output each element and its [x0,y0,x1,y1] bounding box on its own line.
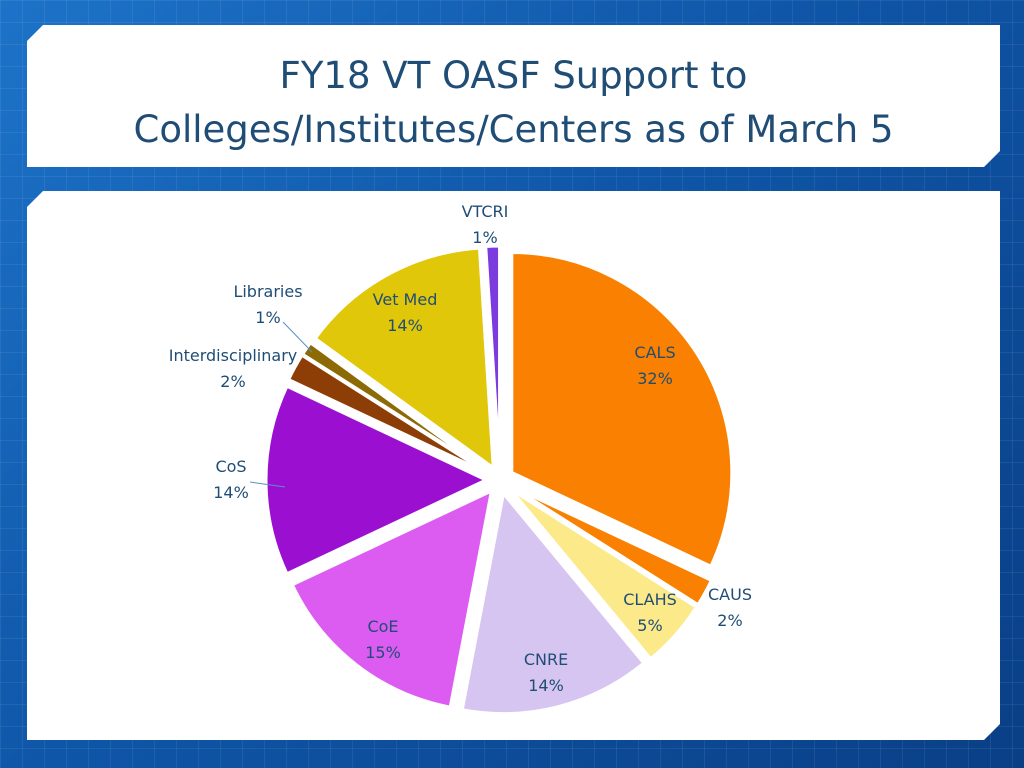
data-label-libraries: Libraries 1% [233,282,302,327]
data-label-cals: CALS 32% [634,343,675,388]
pie-slice-cnre [460,490,646,715]
pie-slice-clahs [509,487,699,661]
title-panel: FY18 VT OASF Support to Colleges/Institu… [27,25,1000,167]
data-label-caus: CAUS 2% [708,585,752,630]
pie-slice-coe [290,488,494,709]
data-label-vet-med: Vet Med 14% [373,290,438,335]
title-line-2: Colleges/Institutes/Centers as of March … [133,108,894,151]
pie-slice-cos [264,384,490,576]
pie-slice-cals [510,250,734,569]
pie-slice-libraries [300,340,490,474]
data-label-interdisciplinary: Interdisciplinary 2% [169,346,298,391]
slide-title: FY18 VT OASF Support to Colleges/Institu… [27,49,1000,157]
data-label-coe: CoE 15% [365,617,401,662]
leader-line-libraries [282,321,313,353]
data-label-cos: CoS 14% [213,457,249,502]
leader-line-cos [249,481,286,488]
data-label-vtcri: VTCRI 1% [462,202,509,247]
pie-slice-caus [511,485,714,607]
pie-slice-vtcri [484,244,502,467]
data-label-clahs: CLAHS 5% [623,590,677,635]
data-label-cnre: CNRE 14% [524,650,568,695]
title-line-1: FY18 VT OASF Support to [279,54,748,97]
pie-slice-vet-med [313,246,495,471]
